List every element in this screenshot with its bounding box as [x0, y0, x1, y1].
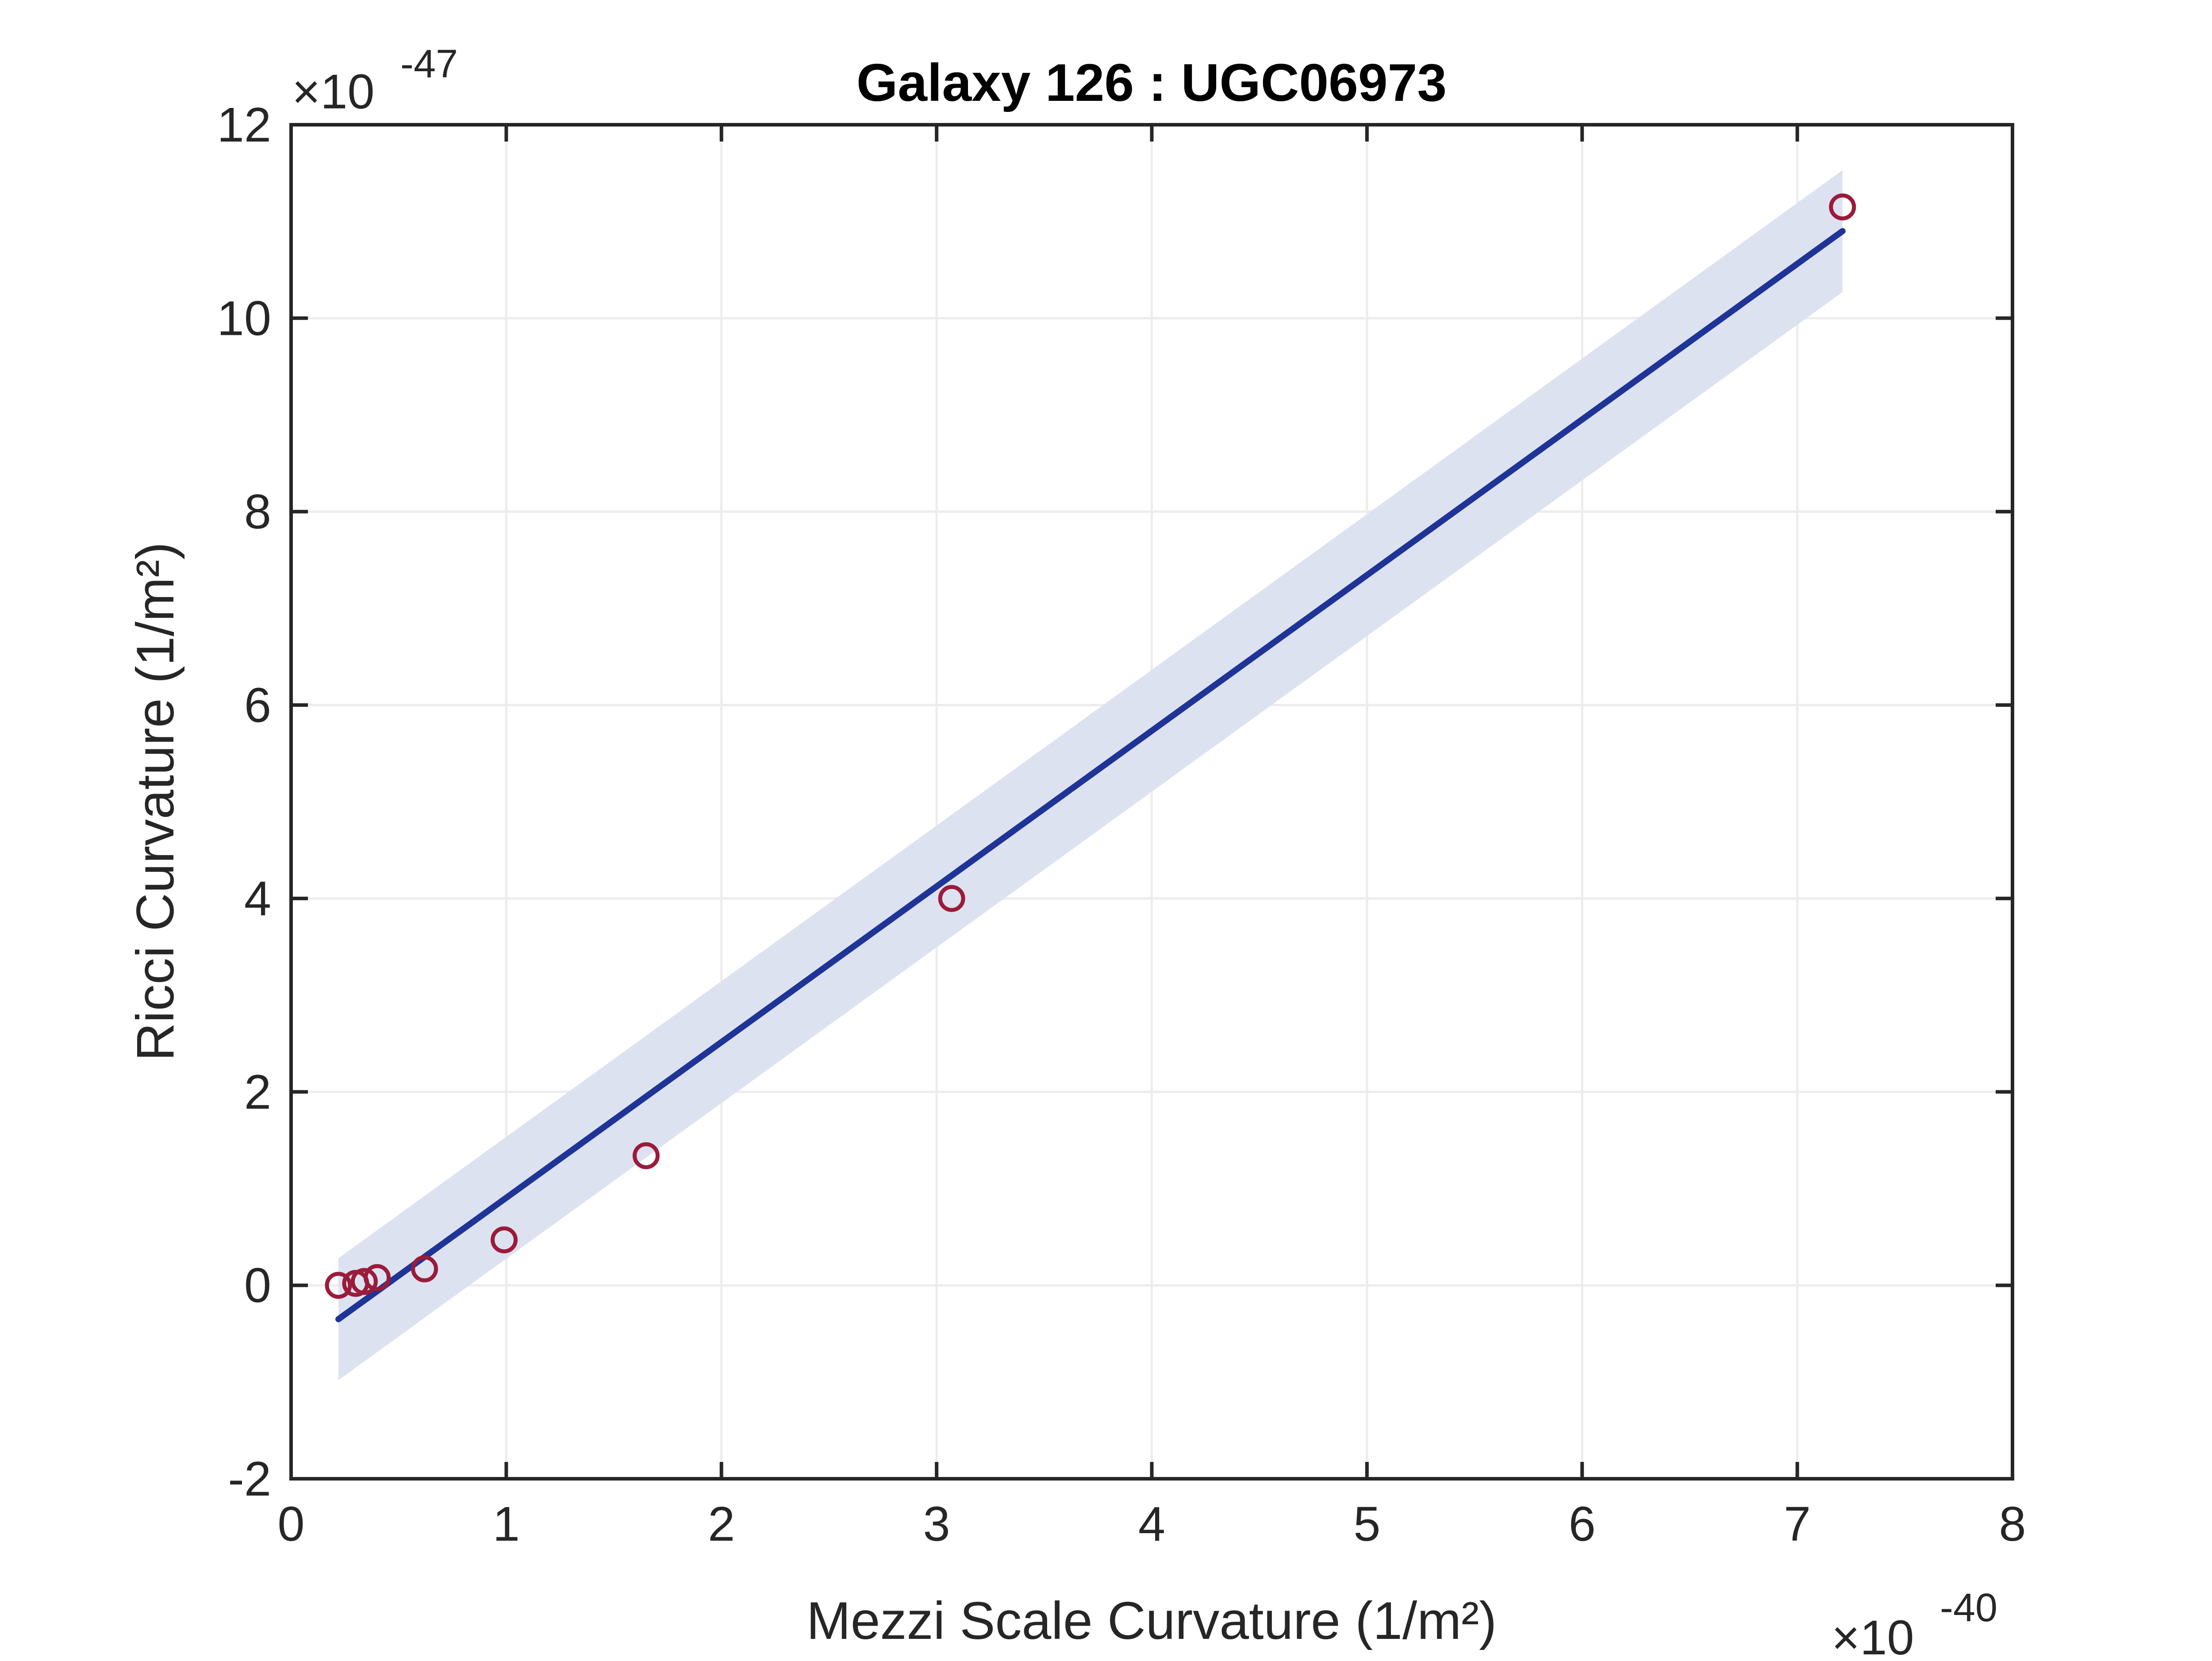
fit-line-layer — [335, 228, 1846, 1323]
x-axis-label: Mezzi Scale Curvature (1/m²) — [806, 1591, 1497, 1650]
y-exponent-power: -47 — [400, 42, 458, 86]
chart-title: Galaxy 126 : UGC06973 — [856, 53, 1447, 112]
scatter-point — [633, 1142, 660, 1170]
x-tick-label: 4 — [1138, 1497, 1165, 1551]
scatter-point — [411, 1255, 438, 1283]
y-tick-label: -2 — [228, 1452, 271, 1506]
x-tick-label: 1 — [493, 1497, 520, 1551]
x-exponent-power: -40 — [1940, 1586, 1997, 1630]
scatter-point — [1829, 193, 1856, 221]
scatter-point — [350, 1268, 378, 1295]
x-tick-label: 7 — [1784, 1497, 1811, 1551]
y-tick-label: 8 — [244, 485, 271, 539]
x-tick-label: 0 — [277, 1497, 304, 1551]
fit-line — [335, 228, 1846, 1323]
x-tick-label: 3 — [923, 1497, 950, 1551]
y-tick-label: 0 — [244, 1258, 271, 1313]
y-axis-exponent: ×10 -47 — [292, 42, 458, 119]
scatter-point — [364, 1264, 391, 1291]
y-tick-label: 12 — [217, 98, 271, 152]
y-tick-label: 6 — [244, 678, 271, 733]
scatter-points-layer — [325, 193, 1856, 1299]
scatter-point — [491, 1226, 518, 1254]
y-tick-label: 4 — [244, 871, 271, 926]
x-exponent-base: ×10 — [1832, 1611, 1914, 1659]
y-exponent-base: ×10 — [292, 65, 375, 119]
x-tick-label: 2 — [708, 1497, 735, 1551]
scatter-point — [938, 885, 965, 912]
x-axis-exponent: ×10 -40 — [1832, 1586, 1997, 1661]
x-tick-label: 6 — [1569, 1497, 1596, 1551]
scatter-point — [325, 1272, 352, 1299]
x-tick-label: 8 — [1999, 1497, 2026, 1551]
y-axis-label: Ricci Curvature (1/m²) — [126, 542, 185, 1061]
y-tick-label: 10 — [217, 291, 271, 345]
x-tick-label: 5 — [1353, 1497, 1380, 1551]
y-tick-label: 2 — [244, 1065, 271, 1119]
